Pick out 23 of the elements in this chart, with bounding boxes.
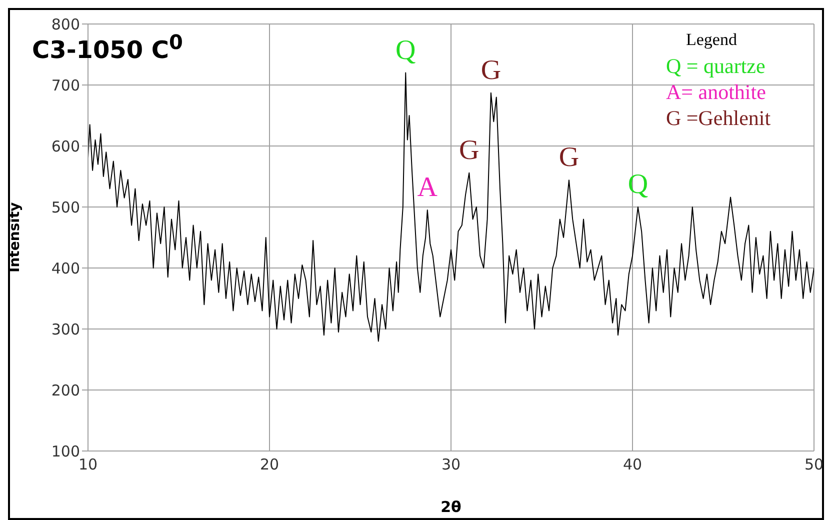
y-tick-label: 100 (51, 442, 80, 460)
annotation: G (459, 134, 480, 166)
y-tick-label: 400 (51, 259, 80, 278)
annotation: G (558, 142, 580, 174)
y-tick-label: 300 (51, 320, 80, 338)
y-tick-label: 500 (51, 198, 80, 216)
annotation: Q (396, 34, 416, 66)
annotation: G =Gehlenit (666, 105, 771, 131)
y-tick-label: 600 (51, 137, 80, 156)
x-tick-label: 40 (622, 456, 642, 474)
annotation: G (480, 54, 502, 86)
annotation: A= anothite (666, 79, 767, 105)
annotation: Legend (685, 29, 738, 51)
y-tick-label: 700 (51, 76, 80, 94)
x-tick-label: 10 (78, 456, 98, 474)
x-axis-title: 2θ (440, 498, 462, 516)
annotation: Q (628, 169, 648, 200)
x-tick-label: 20 (260, 456, 280, 474)
y-tick-label: 200 (51, 381, 80, 400)
annotation: A (417, 172, 438, 204)
y-axis-title: Intensity (6, 202, 23, 272)
annotation: Q = quartze (666, 53, 766, 79)
x-tick-label: 30 (441, 456, 461, 474)
